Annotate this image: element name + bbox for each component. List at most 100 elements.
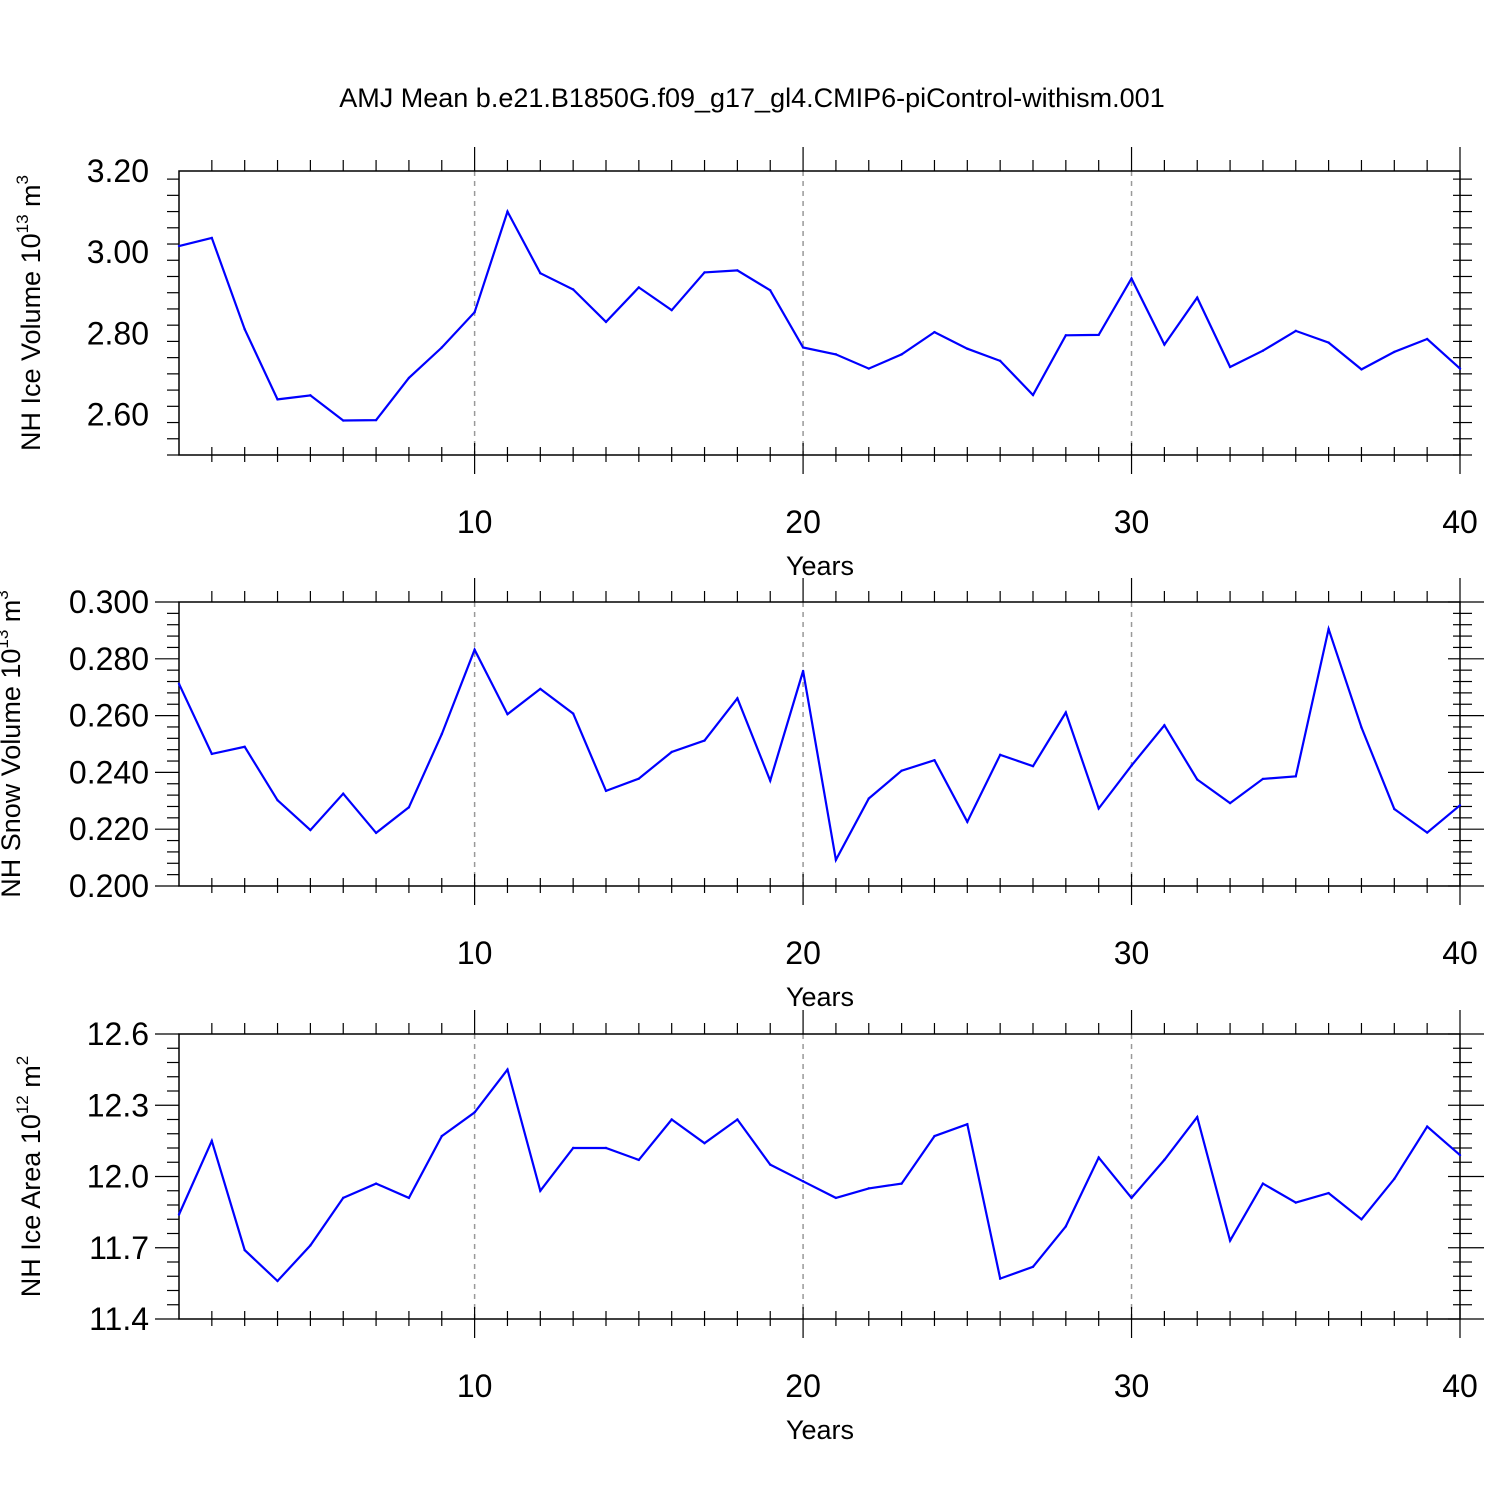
x-tick-label: 10 — [457, 504, 493, 540]
y-tick-label: 3.00 — [87, 234, 149, 270]
data-point — [736, 269, 739, 272]
data-point — [670, 1118, 673, 1121]
data-point — [1196, 778, 1199, 781]
x-tick-label: 30 — [1114, 504, 1150, 540]
y-axis-title: NH Ice Volume 1013 m3 — [13, 175, 46, 451]
data-point — [1261, 1182, 1265, 1185]
data-point — [177, 244, 181, 248]
data-point — [1425, 831, 1429, 834]
data-point — [769, 289, 772, 292]
data-point — [374, 418, 378, 422]
data-point — [801, 669, 805, 673]
data-point — [374, 831, 378, 835]
data-point — [1228, 1239, 1232, 1242]
data-point — [703, 271, 706, 274]
data-point — [1425, 1125, 1429, 1128]
data-point — [998, 753, 1002, 756]
y-tick-label: 0.200 — [69, 868, 149, 904]
data-point — [933, 330, 936, 334]
data-point — [243, 328, 246, 331]
data-point — [473, 310, 476, 314]
plot-frame — [178, 1033, 1461, 1320]
data-point — [1228, 365, 1232, 369]
y-tick-label: 11.7 — [89, 1230, 149, 1266]
data-point — [1064, 711, 1068, 714]
y-axis-title: NH Ice Area 1012 m2 — [13, 1056, 46, 1297]
data-point — [407, 1196, 411, 1200]
data-point — [1031, 1265, 1035, 1268]
plot-frame — [178, 601, 1461, 887]
data-point — [407, 806, 411, 809]
series-line — [178, 208, 1461, 422]
data-point — [834, 858, 838, 862]
y-tick-label: 12.3 — [87, 1087, 149, 1123]
data-point — [342, 419, 345, 422]
data-point — [177, 682, 181, 685]
data-point — [604, 1146, 608, 1150]
y-tick-label: 2.80 — [87, 315, 149, 351]
data-point — [243, 745, 246, 749]
data-point — [1458, 1153, 1462, 1157]
data-point — [177, 1213, 181, 1216]
data-point — [998, 1277, 1002, 1280]
data-point — [834, 1196, 838, 1200]
y-tick-label: 2.60 — [87, 396, 149, 432]
data-point — [276, 398, 279, 401]
data-point — [1163, 724, 1166, 727]
x-tick-label: 40 — [1442, 504, 1478, 540]
data-point — [342, 1196, 345, 1200]
data-point — [1097, 333, 1100, 337]
data-point — [506, 1068, 509, 1071]
data-point — [637, 777, 641, 780]
data-point — [342, 792, 345, 795]
data-point — [309, 828, 312, 832]
data-point — [998, 359, 1002, 363]
data-point — [933, 1134, 936, 1138]
data-point — [1130, 1196, 1133, 1200]
data-point — [1294, 1201, 1297, 1204]
data-point — [703, 1142, 706, 1145]
data-point — [1294, 775, 1297, 778]
x-axis-title: Years — [786, 1415, 854, 1445]
x-axis-title: Years — [786, 551, 854, 581]
data-point — [571, 288, 575, 291]
data-point — [867, 1187, 870, 1190]
data-point — [736, 1118, 739, 1121]
data-point — [1228, 801, 1232, 805]
data-point — [276, 799, 279, 802]
data-point — [1360, 726, 1363, 729]
data-point — [933, 758, 936, 762]
data-point — [867, 797, 870, 800]
data-point — [637, 1158, 641, 1162]
x-tick-label: 10 — [457, 1368, 493, 1404]
y-tick-label: 0.300 — [69, 584, 149, 620]
y-tick-label: 0.260 — [69, 698, 149, 734]
data-point — [966, 820, 969, 824]
data-point — [1130, 764, 1133, 767]
data-point — [440, 732, 443, 736]
data-point — [1327, 341, 1330, 344]
data-point — [506, 712, 509, 716]
data-point — [1031, 393, 1035, 397]
data-point — [670, 750, 673, 754]
data-point — [637, 286, 641, 289]
data-point — [1458, 804, 1462, 807]
y-tick-label: 3.20 — [87, 153, 149, 189]
data-point — [440, 346, 443, 349]
data-point — [670, 308, 673, 312]
data-point — [1393, 350, 1396, 354]
series-line — [178, 624, 1461, 864]
y-tick-label: 0.240 — [69, 754, 149, 790]
data-point — [801, 1180, 805, 1183]
data-point — [539, 272, 542, 275]
data-point — [834, 353, 838, 356]
data-point — [703, 739, 706, 742]
data-point — [407, 376, 411, 380]
data-point — [473, 1111, 476, 1114]
data-point — [1261, 777, 1265, 781]
data-point — [210, 236, 214, 240]
data-point — [1031, 764, 1035, 768]
data-point — [276, 1279, 279, 1283]
x-tick-label: 40 — [1442, 1368, 1478, 1404]
